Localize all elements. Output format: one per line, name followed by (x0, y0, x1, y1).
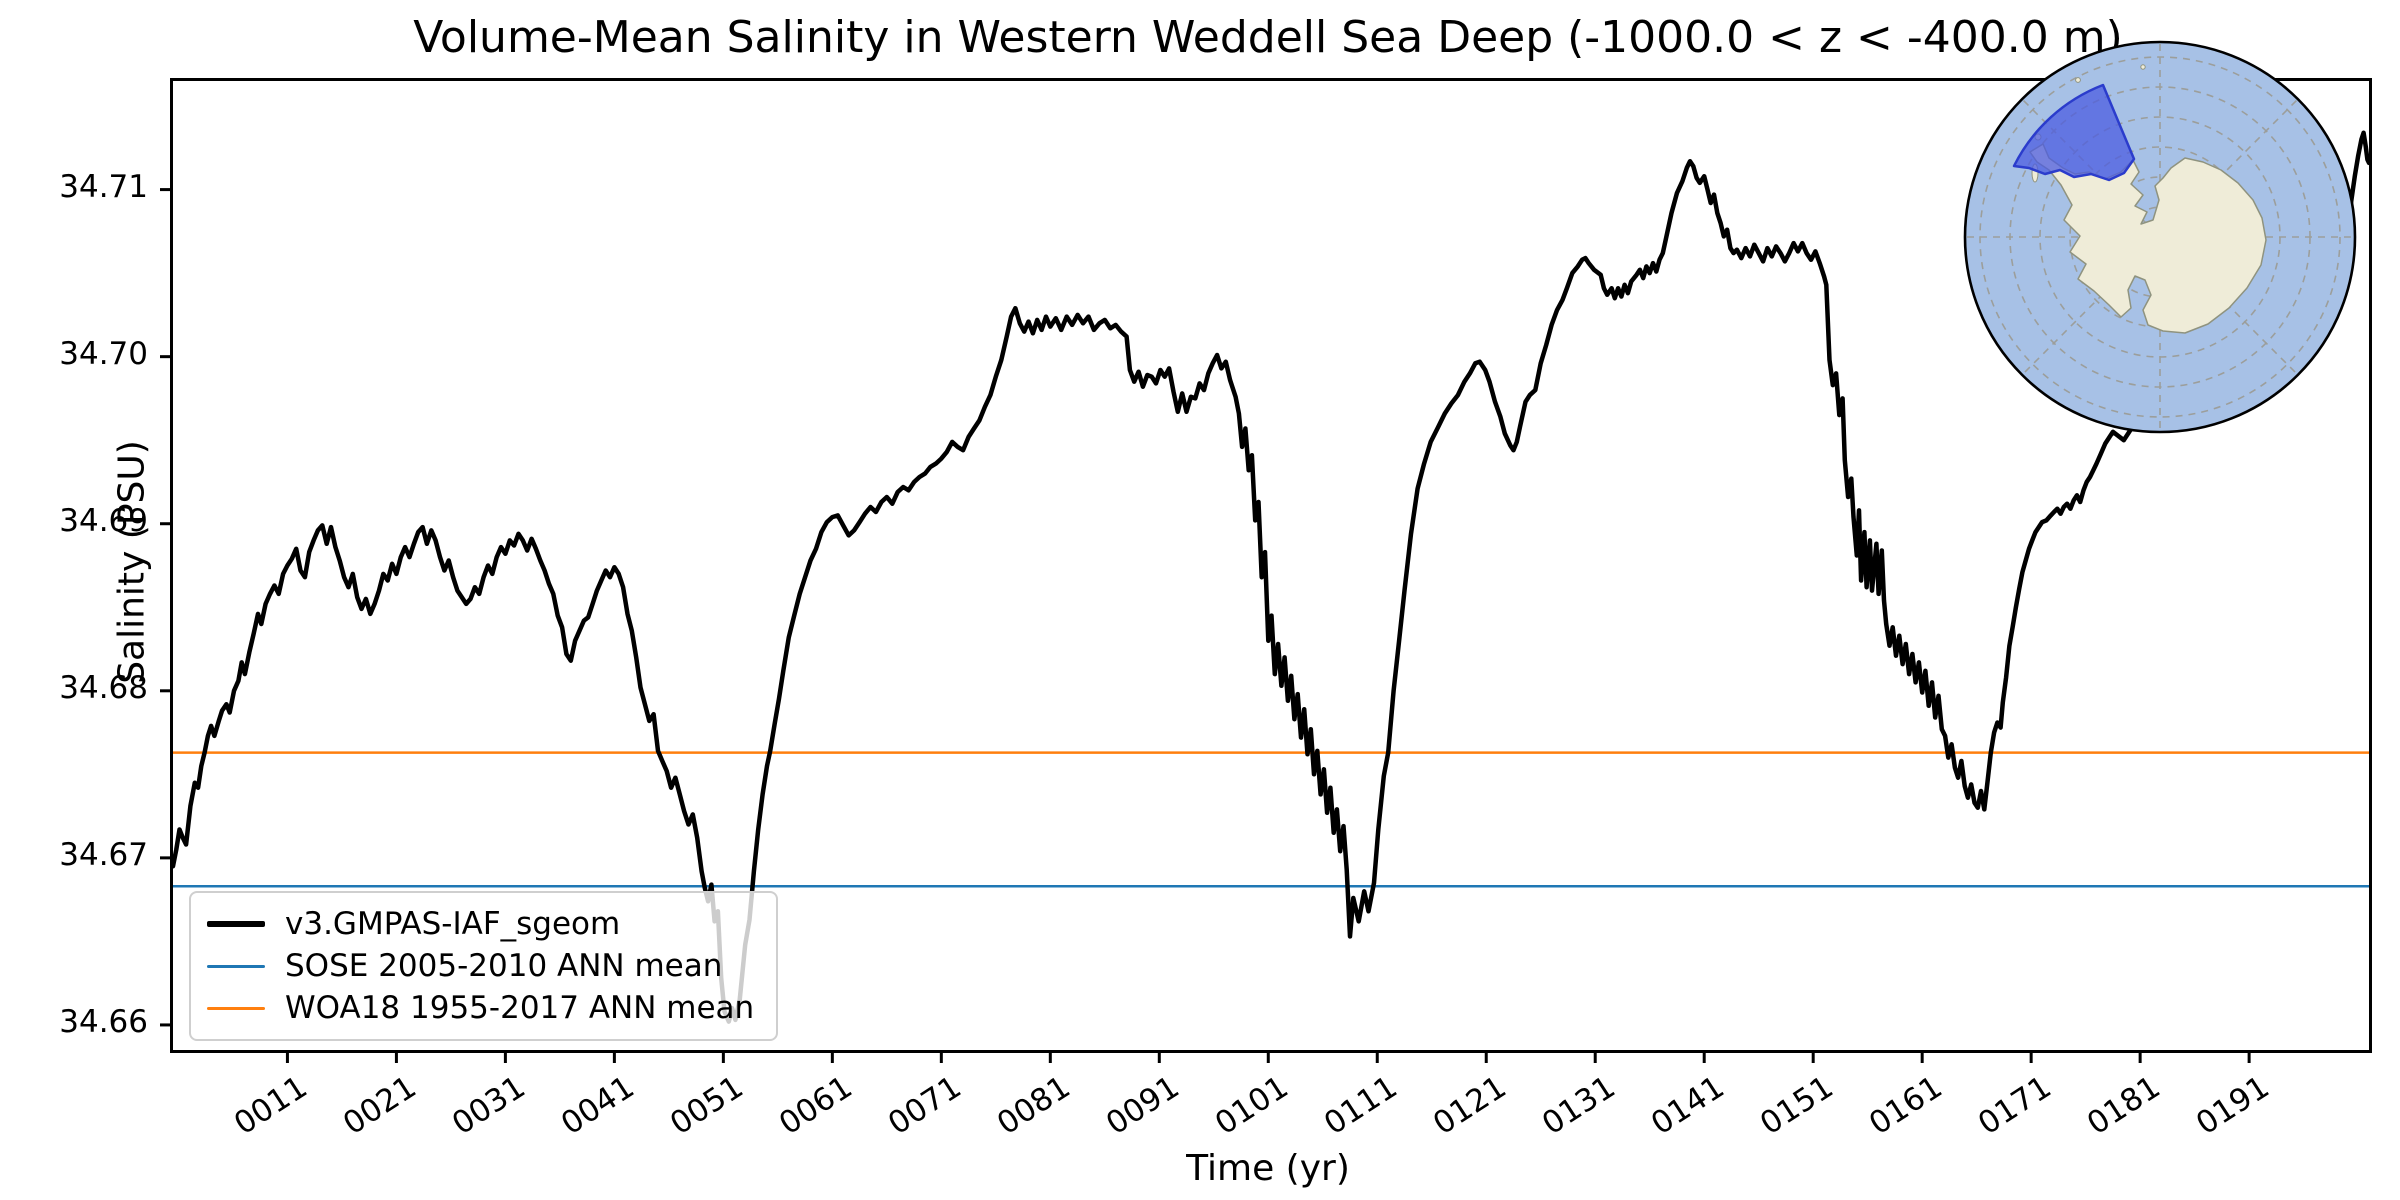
x-tick-label: 0101 (1209, 1069, 1295, 1143)
x-tick-label: 0051 (664, 1069, 750, 1143)
legend-row-woa18: WOA18 1955-2017 ANN mean (207, 987, 754, 1029)
western-weddell-region-polygon (2012, 83, 2136, 182)
x-tick-label: 0011 (228, 1069, 315, 1143)
data-series (170, 130, 2372, 1024)
x-tick-label: 0081 (991, 1069, 1077, 1143)
legend: v3.GMPAS-IAF_sgeom SOSE 2005-2010 ANN me… (189, 891, 779, 1041)
x-tick-label: 0141 (1645, 1069, 1731, 1143)
x-tick-label: 0181 (2080, 1069, 2167, 1143)
x-tick-label: 0061 (773, 1069, 859, 1143)
series-v3.GMPAS-IAF_sgeom (170, 130, 2372, 1024)
legend-label-woa18: WOA18 1955-2017 ANN mean (285, 990, 755, 1026)
x-tick-label: 0031 (446, 1069, 532, 1143)
antarctica-landmass (2029, 143, 2267, 334)
legend-label-sose: SOSE 2005-2010 ANN mean (285, 948, 723, 984)
legend-label-model: v3.GMPAS-IAF_sgeom (285, 906, 621, 942)
model-line-swatch (207, 921, 265, 927)
legend-row-sose: SOSE 2005-2010 ANN mean (207, 945, 754, 987)
x-tick-label: 0191 (2189, 1069, 2276, 1143)
plot-canvas (160, 130, 2372, 1063)
y-tick-label: 34.66 (59, 1003, 148, 1040)
x-tick-label: 0111 (1318, 1069, 1404, 1143)
inset-map-rim (1963, 40, 2357, 434)
reference-lines (173, 751, 2369, 888)
x-tick-label: 0171 (1971, 1069, 2058, 1143)
x-tick-label: 0041 (555, 1069, 641, 1143)
y-tick-label: 34.67 (59, 836, 148, 873)
chart-title: Volume-Mean Salinity in Western Weddell … (413, 12, 2123, 63)
x-tick-label: 0021 (337, 1069, 424, 1143)
x-axis-label: Time (yr) (1186, 1148, 1350, 1189)
x-tick-label: 0131 (1536, 1069, 1622, 1143)
axis-tick-marks (160, 188, 2251, 1063)
antarctica-inset-map (1963, 40, 2357, 434)
x-tick-label: 0151 (1754, 1069, 1840, 1143)
legend-row-model: v3.GMPAS-IAF_sgeom (207, 903, 754, 945)
y-tick-label: 34.69 (59, 502, 148, 539)
y-axis-label: Salinity (PSU) (111, 440, 153, 684)
y-tick-label: 34.68 (59, 669, 148, 706)
y-tick-label: 34.71 (59, 168, 148, 205)
x-tick-label: 0161 (1862, 1069, 1949, 1143)
sose-line-swatch (207, 964, 265, 968)
x-tick-label: 0091 (1100, 1069, 1186, 1143)
y-tick-label: 34.70 (59, 335, 148, 372)
woa18-line-swatch (207, 1006, 265, 1010)
x-tick-label: 0121 (1427, 1069, 1513, 1143)
x-tick-label: 0071 (882, 1069, 968, 1143)
